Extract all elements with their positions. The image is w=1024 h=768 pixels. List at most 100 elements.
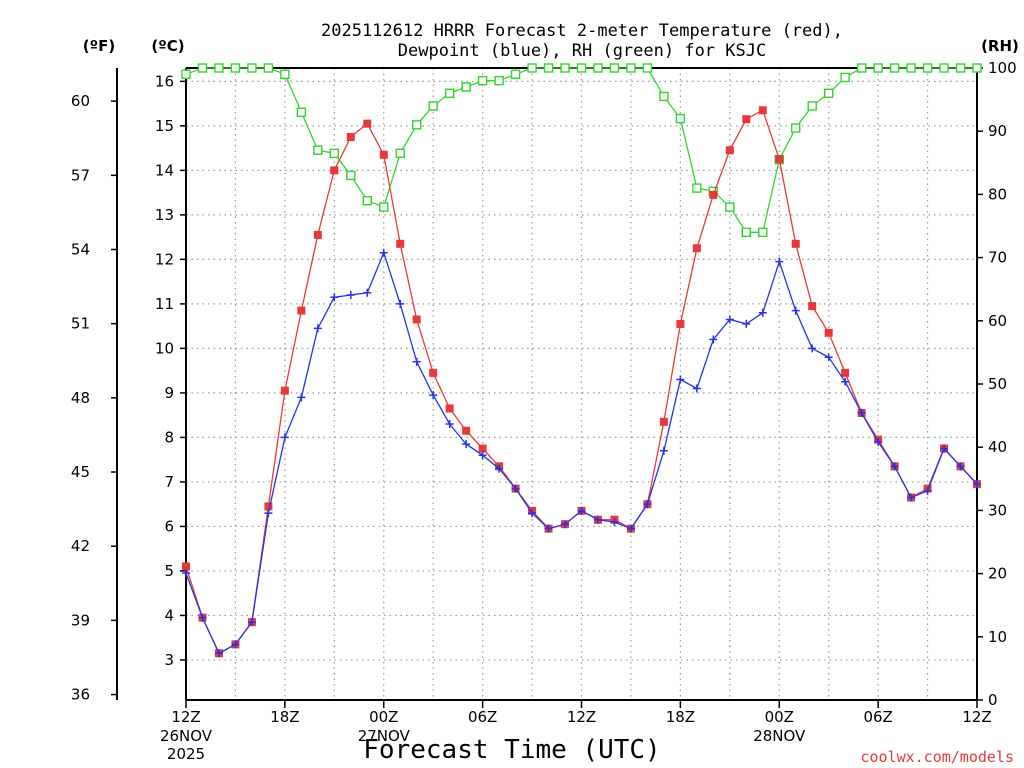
x-tick-label: 12Z xyxy=(567,708,596,726)
celsius-tick-label: 4 xyxy=(164,606,174,624)
rh-point xyxy=(576,63,587,73)
rh-point xyxy=(972,63,982,73)
dewpoint-point xyxy=(363,288,372,297)
rh-tick-label: 80 xyxy=(988,185,1007,203)
temperature-point xyxy=(313,230,322,239)
temperature-point xyxy=(264,502,273,511)
x-tick-label: 12Z xyxy=(962,708,991,726)
dewpoint-point xyxy=(330,293,339,302)
temperature-point xyxy=(363,119,372,128)
credit-link[interactable]: coolwx.com/models xyxy=(860,748,1014,766)
celsius-tick-label: 16 xyxy=(155,72,174,90)
rh-point xyxy=(807,101,817,111)
rh-point xyxy=(461,82,471,92)
dewpoint-point xyxy=(692,384,701,393)
chart-title-line1: 2025112612 HRRR Forecast 2-meter Tempera… xyxy=(321,21,843,41)
celsius-tick-label: 15 xyxy=(155,117,174,135)
temperature-point xyxy=(725,146,734,155)
celsius-tick-label: 13 xyxy=(155,206,174,224)
celsius-tick-label: 10 xyxy=(155,339,174,357)
fahrenheit-unit-label: (ºF) xyxy=(83,37,115,55)
rh-point xyxy=(873,63,883,73)
dewpoint-point xyxy=(561,520,570,529)
dewpoint-point xyxy=(346,290,355,299)
dewpoint-point xyxy=(495,464,504,473)
rh-point xyxy=(659,91,669,102)
rh-point xyxy=(444,88,455,98)
dewpoint-point xyxy=(528,509,537,518)
rh-point xyxy=(428,101,438,111)
fahrenheit-tick-label: 57 xyxy=(71,166,90,184)
rh-tick-label: 10 xyxy=(988,628,1007,646)
rh-point xyxy=(494,75,504,86)
dewpoint-point xyxy=(824,353,833,362)
x-tick-date: 28NOV xyxy=(753,727,806,745)
rh-point xyxy=(642,63,653,73)
dewpoint-point xyxy=(742,319,751,328)
dewpoint-point xyxy=(429,391,438,400)
rh-tick-label: 20 xyxy=(988,565,1007,583)
dewpoint-point xyxy=(709,335,718,344)
rh-point xyxy=(593,63,603,73)
rh-point xyxy=(543,63,554,73)
dewpoint-point xyxy=(791,306,800,315)
rh-tick-label: 70 xyxy=(988,249,1007,267)
temperature-point xyxy=(824,328,833,337)
x-tick-label: 12Z xyxy=(171,708,200,726)
x-tick-label: 18Z xyxy=(666,708,695,726)
celsius-tick-label: 11 xyxy=(155,295,174,313)
tick-labels: 3639424548515457603456789101112131415160… xyxy=(71,59,1017,763)
celsius-tick-label: 14 xyxy=(155,161,174,179)
x-tick-date: 27NOV xyxy=(358,727,411,745)
dewpoint-point xyxy=(412,357,421,366)
fahrenheit-tick-label: 51 xyxy=(71,315,90,333)
dewpoint-point xyxy=(659,446,668,455)
dewpoint-point xyxy=(462,440,471,449)
temperature-point xyxy=(659,417,668,426)
dewpoint-point xyxy=(956,462,965,471)
temperature-point xyxy=(330,166,339,175)
rh-tick-label: 90 xyxy=(988,122,1007,140)
celsius-tick-label: 12 xyxy=(155,250,174,268)
dewpoint-point xyxy=(214,649,223,658)
rh-tick-label: 30 xyxy=(988,501,1007,519)
dewpoint-point xyxy=(725,315,734,324)
fahrenheit-tick-label: 45 xyxy=(71,463,90,481)
dewpoint-point xyxy=(264,509,273,518)
temperature-point xyxy=(412,315,421,324)
rh-point xyxy=(214,63,224,73)
temperature-point xyxy=(775,155,784,164)
dewpoint-point xyxy=(544,524,553,533)
dewpoint-point xyxy=(198,613,207,622)
rh-point xyxy=(856,63,867,73)
dewpoint-point xyxy=(511,484,520,493)
rh-point xyxy=(362,196,372,206)
dewpoint-point xyxy=(396,299,405,308)
temperature-point xyxy=(429,368,438,377)
rh-point xyxy=(395,148,405,159)
rh-point xyxy=(527,63,537,73)
rh-point xyxy=(725,202,735,212)
celsius-tick-label: 9 xyxy=(164,384,174,402)
rh-point xyxy=(906,63,916,73)
fahrenheit-tick-label: 60 xyxy=(71,92,90,110)
fahrenheit-tick-label: 48 xyxy=(71,389,90,407)
dewpoint-point xyxy=(182,569,190,578)
dewpoint-point xyxy=(379,248,388,257)
dewpoint-point xyxy=(247,618,256,627)
temperature-point xyxy=(791,239,800,248)
rh-tick-label: 60 xyxy=(988,312,1007,330)
celsius-tick-label: 5 xyxy=(164,562,174,580)
rh-point xyxy=(510,69,521,80)
rh-point xyxy=(247,63,257,73)
dewpoint-point xyxy=(610,517,619,526)
temperature-point xyxy=(182,562,190,571)
temperature-point xyxy=(280,386,289,395)
x-tick-year: 2025 xyxy=(167,745,205,763)
rh-point xyxy=(313,145,323,155)
x-axis-label: Forecast Time (UTC) xyxy=(363,735,660,765)
temperature-point xyxy=(396,239,405,248)
data-series xyxy=(181,63,982,658)
dewpoint-point xyxy=(676,375,685,384)
